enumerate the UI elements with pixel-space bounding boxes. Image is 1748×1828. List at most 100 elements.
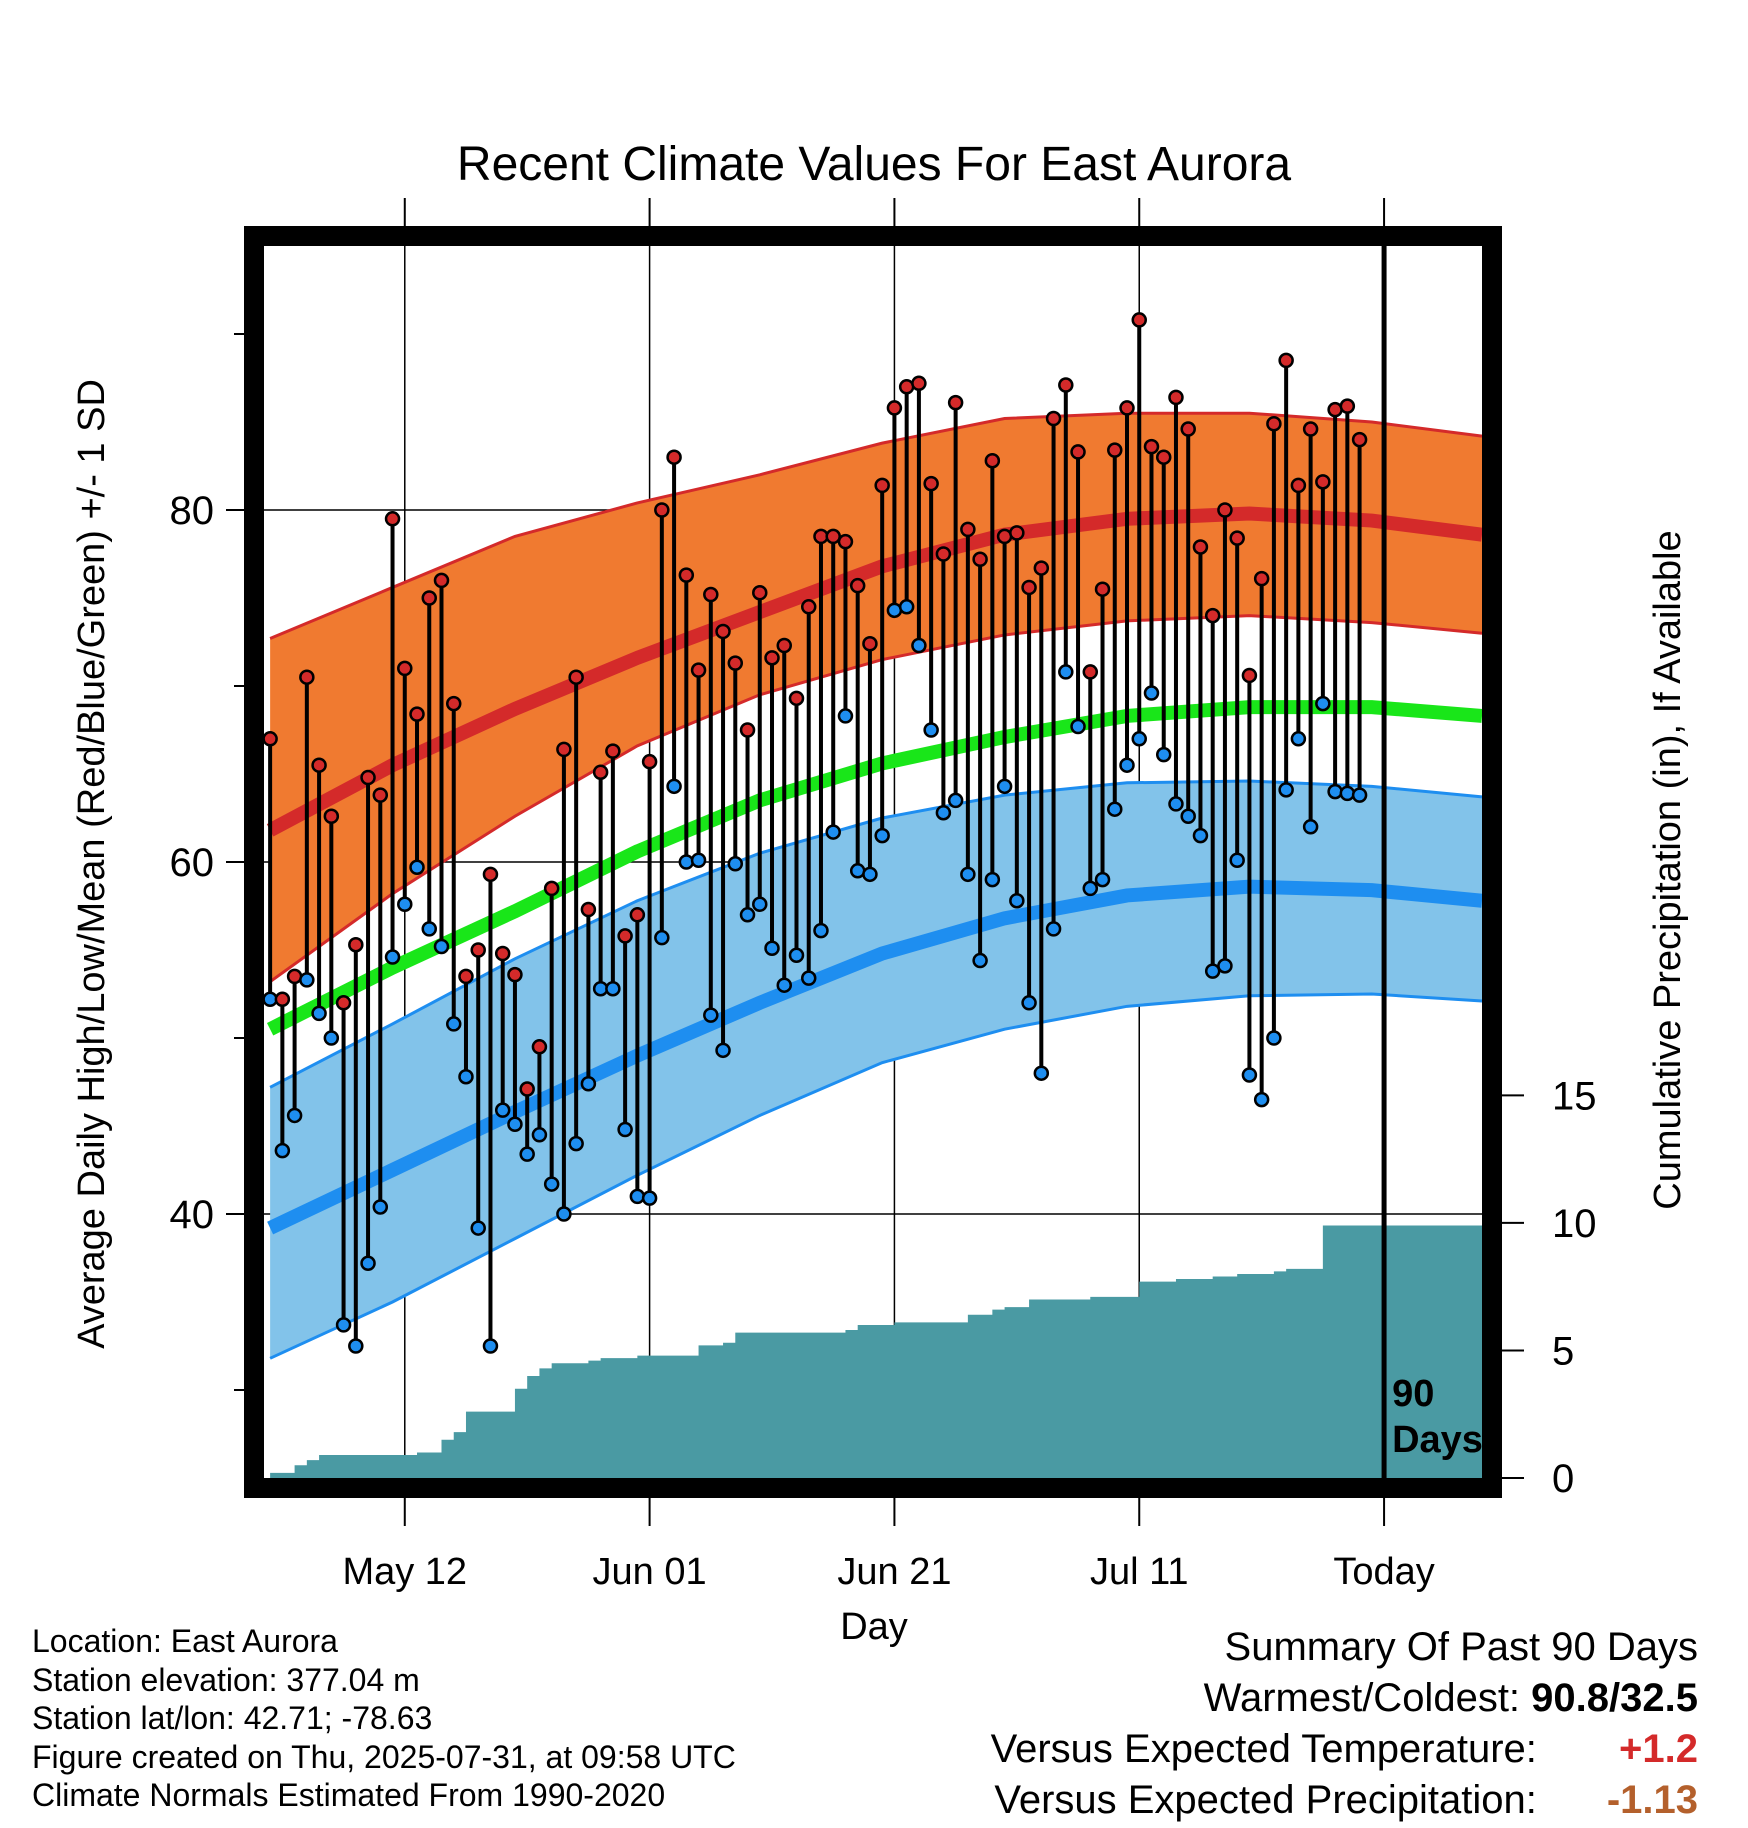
- normal-low-line: [267, 879, 1483, 1235]
- daily-high-point: [641, 753, 658, 770]
- daily-high-point: [629, 907, 646, 923]
- x-axis-label: Day: [840, 1606, 908, 1648]
- daily-high-point: [678, 567, 695, 583]
- daily-high-point: [1070, 444, 1086, 460]
- daily-high-point: [1302, 421, 1319, 437]
- daily-low-point: [1094, 871, 1111, 888]
- daily-high-point: [1351, 431, 1368, 448]
- daily-low-point: [335, 1317, 352, 1333]
- daily-low-point: [531, 1127, 548, 1143]
- daily-high-point: [911, 375, 927, 392]
- daily-high-point: [299, 669, 315, 685]
- daily-high-point: [825, 528, 841, 545]
- daily-low-point: [1192, 827, 1209, 844]
- daily-low-point: [1204, 963, 1221, 979]
- daily-low-point: [849, 863, 866, 879]
- daily-low-point: [1290, 731, 1307, 747]
- x-tick-label: Jul 11: [1090, 1551, 1189, 1593]
- daily-low-point: [1217, 958, 1233, 974]
- daily-high-point: [1217, 502, 1233, 518]
- daily-dots: [262, 312, 1368, 1354]
- daily-high-point: [348, 936, 364, 953]
- daily-high-point: [1033, 560, 1050, 576]
- daily-low-point: [494, 1102, 511, 1118]
- daily-high-point: [397, 660, 413, 677]
- daily-high-point: [531, 1039, 548, 1055]
- daily-low-point: [1315, 695, 1331, 712]
- high-sd-band: [270, 413, 1482, 982]
- daily-low-point: [996, 778, 1013, 795]
- daily-high-point: [996, 528, 1013, 545]
- daily-high-point: [568, 669, 584, 685]
- daily-low-point: [947, 792, 964, 809]
- daily-low-point: [911, 637, 927, 654]
- temp-diff-label: Versus Expected Temperature:: [990, 1727, 1537, 1771]
- daily-high-point: [1278, 352, 1294, 369]
- daily-low-point: [1351, 787, 1368, 803]
- x-tick-label: May 12: [342, 1551, 467, 1593]
- daily-high-point: [935, 546, 952, 562]
- daily-high-point: [372, 787, 389, 803]
- daily-low-point: [311, 1005, 327, 1022]
- y-axis-label-right: Cumulative Precipitation (in), If Availa…: [1647, 530, 1689, 1209]
- daily-high-point: [984, 452, 1001, 469]
- daily-low-point: [813, 922, 829, 939]
- daily-low-point: [458, 1068, 474, 1085]
- daily-low-point: [960, 866, 976, 883]
- daily-low-point: [1107, 801, 1123, 817]
- daily-low-point: [1033, 1065, 1050, 1081]
- daily-high-point: [494, 945, 511, 962]
- daily-high-point: [1119, 400, 1135, 416]
- summary-temp-row: Versus Expected Temperature: +1.2: [991, 1724, 1698, 1775]
- daily-high-point: [898, 379, 915, 395]
- daily-high-point: [1229, 530, 1245, 546]
- daily-high-point: [690, 662, 707, 678]
- daily-low-point: [1180, 808, 1196, 824]
- today-days-label-number: 90: [1392, 1373, 1434, 1415]
- daily-low-point: [1070, 718, 1086, 735]
- daily-low-point: [874, 827, 890, 844]
- daily-low-point: [972, 952, 988, 969]
- daily-high-point: [1045, 410, 1062, 427]
- daily-low-point: [837, 708, 854, 724]
- daily-high-point: [1266, 416, 1282, 432]
- daily-high-point: [1009, 525, 1025, 541]
- daily-high-point: [482, 866, 499, 883]
- daily-high-point: [519, 1081, 535, 1097]
- daily-low-point: [1058, 664, 1074, 680]
- daily-low-point: [1155, 746, 1172, 763]
- daily-low-point: [299, 972, 315, 988]
- daily-low-point: [568, 1135, 584, 1152]
- axes-ticks: May 12 Jun 01 Jun 21 Jul 11 Today 40 60 80 0 5 10 1…: [170, 198, 1597, 1593]
- daily-high-point: [323, 808, 340, 824]
- elevation-text: Station elevation: 377.04 m: [32, 1661, 420, 1698]
- daily-low-point: [360, 1255, 376, 1272]
- daily-high-point: [1058, 377, 1074, 393]
- x-tick-label: Jun 21: [837, 1551, 951, 1593]
- station-info: Location: East Aurora Station elevation:…: [32, 1622, 736, 1815]
- summary-precip-row: Versus Expected Precipitation: -1.13: [991, 1775, 1698, 1826]
- daily-low-point: [862, 866, 878, 883]
- daily-high-point: [1253, 570, 1270, 587]
- daily-low-point: [1302, 819, 1319, 835]
- daily-high-point: [862, 636, 878, 652]
- daily-low-point: [286, 1107, 303, 1124]
- daily-low-point: [629, 1188, 646, 1205]
- daily-low-point: [654, 929, 670, 946]
- precipitation-area: [270, 1225, 1482, 1478]
- daily-high-point: [727, 655, 744, 671]
- daily-high-point: [384, 511, 401, 527]
- summary-panel: Summary Of Past 90 Days Warmest/Coldest:…: [991, 1622, 1698, 1826]
- daily-low-point: [1229, 852, 1245, 868]
- created-text: Figure created on Thu, 2025-07-31, at 09…: [32, 1738, 736, 1775]
- daily-low-point: [1327, 783, 1343, 800]
- daily-low-point: [715, 1042, 731, 1059]
- daily-high-point: [470, 942, 486, 958]
- daily-high-point: [1327, 401, 1343, 418]
- daily-low-point: [519, 1146, 535, 1162]
- daily-low-point: [470, 1220, 486, 1236]
- daily-high-point: [1192, 539, 1209, 555]
- y-tick-label-right: 0: [1552, 1457, 1574, 1501]
- daily-high-point: [421, 590, 438, 606]
